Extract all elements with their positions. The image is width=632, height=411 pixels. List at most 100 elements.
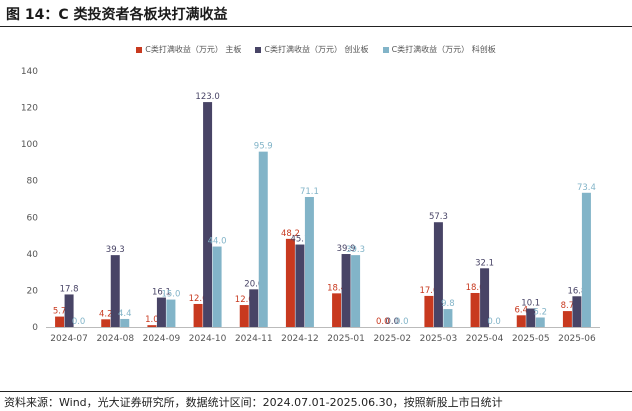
x-tick-label: 2025-03	[420, 334, 458, 344]
x-tick-label: 2025-01	[327, 334, 365, 344]
bar	[258, 151, 268, 327]
bar	[470, 292, 480, 327]
chart-legend: C类打满收益（万元） 主板 C类打满收益（万元） 创业板 C类打满收益（万元） …	[0, 44, 632, 55]
bar	[581, 192, 591, 327]
bar	[516, 315, 526, 327]
bar-data-label: 57.3	[429, 212, 448, 222]
bar	[535, 317, 545, 327]
bar-data-label: 45.1	[290, 235, 309, 245]
bar	[101, 319, 111, 327]
bar-data-label: 39.9	[337, 244, 356, 254]
x-tick-label: 2024-07	[50, 334, 88, 344]
bar-data-label: 15.0	[161, 290, 180, 300]
x-tick-label: 2025-05	[512, 334, 550, 344]
bar	[147, 325, 157, 327]
bar-data-label: 1.0	[145, 315, 159, 325]
bar-chart: 0 20 40 60 80 100 120 140 5.7 17.8 0.0 2024-07 4.2 39…	[21, 67, 600, 344]
bar-data-label: 0.0	[395, 317, 409, 327]
bar	[443, 309, 453, 327]
bar-data-label: 20.6	[244, 279, 263, 289]
bar-data-label: 17.8	[60, 284, 79, 294]
bar-data-label: 71.1	[300, 187, 319, 197]
bar	[212, 246, 222, 327]
y-tick-label: 80	[27, 177, 39, 187]
bar-data-label: 39.3	[106, 245, 125, 255]
bar-data-label: 0.0	[487, 317, 501, 327]
bar	[55, 316, 65, 327]
bar-data-label: 16.1	[152, 288, 171, 298]
bar-data-label: 0.0	[385, 317, 399, 327]
bar	[156, 297, 166, 327]
bar-data-label: 73.4	[577, 183, 596, 193]
bar	[285, 238, 295, 327]
bottom-rule	[0, 391, 632, 392]
y-tick-label: 140	[21, 67, 38, 77]
legend-item-star-market: C类打满收益（万元） 科创板	[382, 44, 496, 55]
bar-data-label: 18.4	[327, 283, 346, 293]
x-tick-label: 2025-06	[558, 334, 596, 344]
legend-swatch-chinext	[255, 46, 262, 53]
bar-data-label: 4.2	[99, 309, 113, 319]
bar	[64, 294, 74, 327]
y-tick-label: 0	[32, 323, 38, 333]
y-tick-label: 100	[21, 140, 38, 150]
legend-swatch-star-market	[382, 46, 389, 53]
bar-data-label: 17.0	[419, 286, 438, 296]
bar	[110, 255, 120, 327]
x-tick-label: 2024-09	[143, 334, 181, 344]
x-tick-label: 2024-11	[235, 334, 273, 344]
bar-data-label: 123.0	[195, 92, 219, 102]
bar	[562, 311, 572, 327]
bar-data-label: 18.6	[466, 283, 485, 293]
figure-title: 图 14：C 类投资者各板块打满收益	[6, 7, 228, 23]
source-note: 资料来源：Wind，光大证券研究所，数据统计区间：2024.07.01-2025…	[4, 396, 503, 409]
bar-data-label: 44.0	[208, 237, 227, 247]
legend-label-main-board: C类打满收益（万元） 主板	[145, 45, 242, 54]
bar-data-label: 4.4	[118, 309, 132, 319]
bar	[351, 255, 361, 327]
bar-data-label: 6.4	[514, 305, 528, 315]
bar-data-label: 8.7	[561, 301, 575, 311]
bar-data-label: 12.6	[189, 294, 208, 304]
bar-data-label: 95.9	[254, 142, 273, 152]
bar-data-label: 5.7	[53, 307, 67, 317]
x-tick-label: 2024-08	[96, 334, 134, 344]
bar	[166, 299, 176, 327]
legend-label-chinext: C类打满收益（万元） 创业板	[264, 45, 369, 54]
legend-item-chinext: C类打满收益（万元） 创业板	[255, 44, 369, 55]
bar-data-label: 12.0	[235, 295, 254, 305]
bar	[424, 295, 434, 327]
y-tick-label: 60	[27, 213, 39, 223]
bar	[433, 222, 443, 327]
bar-data-label: 9.8	[441, 299, 455, 309]
y-tick-label: 120	[21, 104, 38, 114]
y-tick-label: 40	[27, 250, 39, 260]
bar	[193, 303, 203, 327]
bar-data-label: 39.3	[346, 245, 365, 255]
bar-data-label: 48.2	[281, 229, 300, 239]
bar-data-label: 0.0	[376, 317, 390, 327]
bar-data-label: 32.1	[475, 258, 494, 268]
legend-label-star-market: C类打满收益（万元） 科创板	[391, 45, 496, 54]
bar-data-label: 10.1	[521, 299, 540, 309]
bar	[480, 268, 490, 327]
legend-item-main-board: C类打满收益（万元） 主板	[136, 44, 241, 55]
bar	[526, 308, 536, 327]
top-rule	[0, 26, 632, 27]
legend-swatch-main-board	[136, 46, 143, 53]
bar-data-label: 0.0	[72, 317, 86, 327]
x-tick-label: 2025-02	[373, 334, 411, 344]
x-tick-label: 2025-04	[466, 334, 504, 344]
bar	[332, 293, 342, 327]
bar	[239, 305, 249, 327]
bar-data-label: 5.2	[533, 307, 547, 317]
bar	[304, 196, 314, 327]
bar	[295, 244, 305, 327]
y-tick-label: 20	[27, 286, 39, 296]
x-tick-label: 2024-12	[281, 334, 319, 344]
bar	[249, 289, 259, 327]
bar	[203, 102, 213, 327]
bar	[341, 254, 351, 327]
x-tick-label: 2024-10	[189, 334, 227, 344]
bar	[572, 296, 582, 327]
